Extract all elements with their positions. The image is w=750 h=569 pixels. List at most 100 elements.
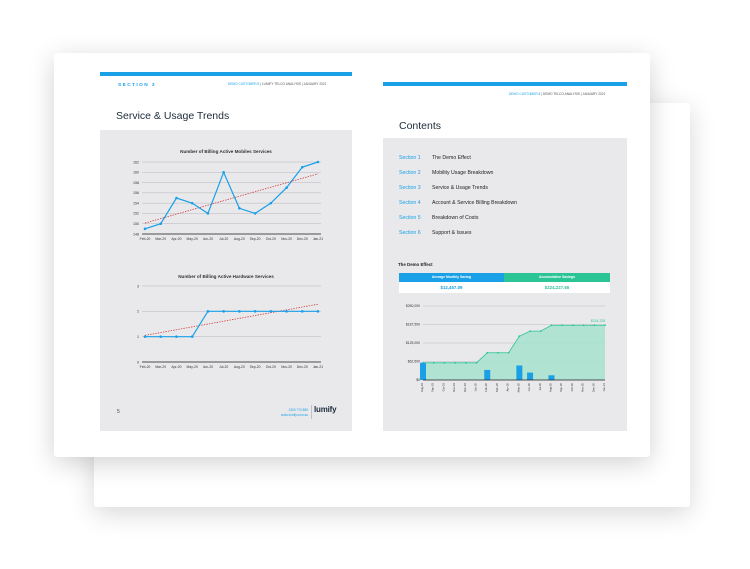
toc-section-name: Breakdown of Costs: [432, 215, 479, 221]
x-tick-label: Jun-20: [203, 237, 213, 241]
x-tick-label: Jul-20: [219, 237, 228, 241]
data-point: [269, 201, 273, 205]
demo-effect-title: The Demo Effect: [398, 262, 433, 267]
data-point: [143, 335, 147, 338]
data-point: [143, 227, 147, 231]
x-tick-label: Aug-20: [234, 237, 245, 241]
x-tick-label: May-20: [187, 237, 198, 241]
toc-section-number: Section 4: [399, 200, 421, 206]
y-tick-label: 158: [133, 181, 139, 185]
stat-label-accumulative-savings: Accumulative Savings: [504, 273, 610, 282]
x-tick-label: Feb-20: [140, 365, 151, 369]
toc-section-number: Section 3: [399, 185, 421, 191]
stat-label-monthly-saving: Average Monthly Saving: [399, 273, 504, 282]
x-tick-label: Dec-19: [463, 383, 467, 392]
x-tick-label: Oct-20: [266, 365, 276, 369]
area-point: [539, 330, 542, 333]
area-point: [464, 361, 467, 364]
area-point: [550, 324, 553, 327]
y-tick-label: 154: [133, 201, 139, 205]
area-point: [432, 361, 435, 364]
savings-area-line: [423, 324, 605, 364]
data-point: [206, 212, 210, 215]
page-title: Contents: [399, 120, 442, 132]
meta-report: LUMIFY TELCO ANALYSIS: [261, 82, 302, 86]
area-point: [593, 324, 596, 327]
data-point: [175, 335, 178, 338]
y-tick-label: $125,000: [406, 341, 420, 345]
x-tick-label: Sep-20: [559, 383, 563, 392]
area-point: [443, 361, 446, 364]
toc-section-name: The Demo Effect: [432, 155, 471, 161]
data-point: [238, 206, 241, 210]
data-point: [238, 310, 241, 313]
data-point: [222, 170, 225, 174]
meta-separator: |: [580, 92, 583, 96]
data-point: [316, 310, 320, 313]
stat-value-monthly-saving: $12,457.09: [399, 282, 504, 293]
toc-section-number: Section 2: [399, 170, 421, 176]
page-number: 5: [117, 409, 120, 415]
x-tick-label: Feb-20: [140, 237, 151, 241]
y-tick-label: 162: [133, 160, 139, 164]
data-point: [206, 310, 210, 313]
report-page-contents: DEMO CUSTOMER 8 | DEMO TELCO ANALYSIS | …: [383, 82, 627, 431]
x-tick-label: Jan-21: [313, 365, 323, 369]
series-line: [144, 161, 319, 230]
header-meta: DEMO CUSTOMER 8 | LUMIFY TELCO ANALYSIS …: [228, 82, 326, 86]
area-point: [604, 324, 606, 327]
data-point: [316, 160, 320, 164]
meta-client: DEMO CUSTOMER 8: [228, 82, 260, 86]
x-tick-label: Sep-20: [250, 365, 261, 369]
x-tick-label: Sep-20: [250, 237, 261, 241]
toc-section-name: Account & Service Billing Breakdown: [432, 200, 518, 206]
x-tick-label: Nov-20: [281, 237, 292, 241]
monthly-saving-bar: [516, 365, 523, 380]
data-point: [253, 212, 257, 215]
x-tick-label: Nov-20: [281, 365, 292, 369]
y-tick-label: $250,000: [406, 304, 420, 308]
data-point: [300, 165, 304, 169]
x-tick-label: Jul-20: [219, 365, 228, 369]
trendline: [144, 173, 319, 224]
y-tick-label: 160: [133, 171, 139, 175]
x-tick-label: Oct-20: [266, 237, 276, 241]
report-page-service-trends: SECTION 3 DEMO CUSTOMER 8 | LUMIFY TELCO…: [100, 72, 352, 431]
y-tick-label: 156: [133, 191, 139, 195]
data-point: [159, 335, 163, 338]
toc-section-number: Section 5: [399, 215, 421, 221]
savings-area: [423, 325, 605, 380]
stat-value-accumulative-savings: $224,227.65: [504, 282, 610, 293]
monthly-saving-bar: [420, 362, 426, 380]
data-point: [190, 201, 194, 205]
data-point: [159, 222, 163, 226]
area-point: [475, 361, 478, 364]
contact-web: www.lumify.com.au: [280, 413, 308, 417]
toc-section-number: Section 1: [399, 155, 421, 161]
toc-section-number: Section 6: [399, 230, 421, 236]
meta-separator: |: [260, 82, 262, 86]
hardware-chart-title: Number of Billing Active Hardware Servic…: [178, 274, 274, 279]
toc-section-name: Service & Usage Trends: [432, 185, 488, 191]
x-tick-label: Mar-20: [155, 237, 166, 241]
header-accent-bar: [383, 82, 627, 86]
area-point: [486, 351, 489, 354]
meta-date: JANUARY 2021: [303, 82, 327, 86]
savings-area-chart: $0 $62,500 $125,000 $187,500 $250,000 $224,22…: [406, 304, 606, 392]
x-tick-label: Apr-20: [506, 383, 510, 392]
contact-block: 1300 770 889 www.lumify.com.au: [268, 408, 308, 418]
x-tick-label: Dec-20: [591, 383, 595, 392]
header-accent-bar: [100, 72, 352, 76]
contact-phone: 1300 770 889: [288, 408, 309, 412]
y-tick-label: 2: [137, 310, 139, 314]
y-tick-label: 148: [133, 232, 139, 236]
data-point: [285, 186, 288, 190]
series-line: [145, 310, 318, 338]
x-tick-label: Jan-20: [474, 383, 478, 392]
lumify-logo: lumify: [314, 405, 337, 414]
x-tick-label: Mar-20: [155, 365, 166, 369]
monthly-saving-bar: [548, 375, 555, 380]
area-point: [529, 330, 531, 333]
page-header: SECTION 3 DEMO CUSTOMER 8 | LUMIFY TELCO…: [100, 72, 352, 130]
x-tick-label: Oct-20: [570, 383, 574, 392]
